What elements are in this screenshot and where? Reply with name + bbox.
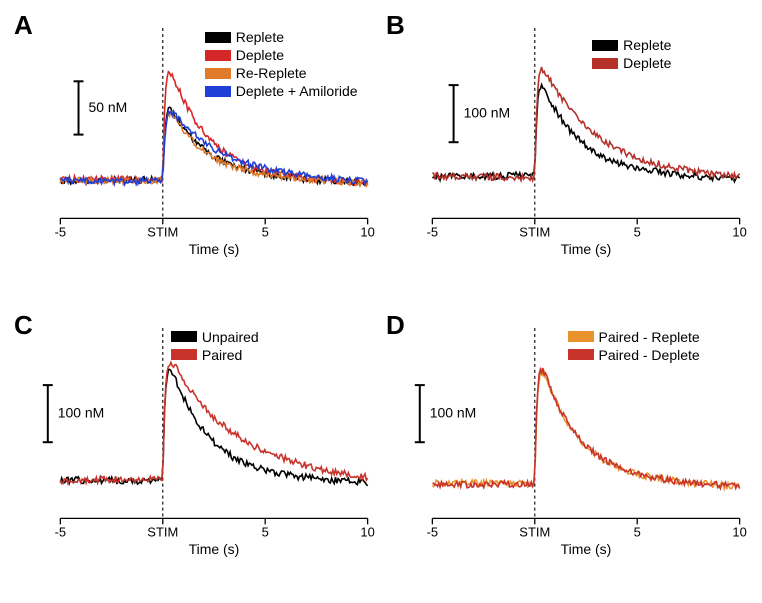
- x-tick-label: STIM: [519, 224, 550, 239]
- panel-C-legend: Unpaired Paired: [171, 328, 259, 364]
- scale-bar-label: 100 nM: [464, 105, 511, 121]
- legend-swatch: [171, 349, 197, 360]
- x-axis-label: Time (s): [561, 541, 612, 557]
- trace-re-replete: [60, 111, 367, 186]
- legend-swatch: [205, 86, 231, 97]
- legend-label: Paired - Replete: [599, 329, 700, 345]
- legend-label: Replete: [236, 29, 284, 45]
- x-tick-label: 5: [262, 224, 269, 239]
- legend-item: Replete: [205, 28, 358, 46]
- panel-B-svg: -5STIM510Time (s)100 nM: [432, 28, 740, 240]
- legend-label: Deplete: [236, 47, 284, 63]
- scale-bar-label: 100 nM: [430, 404, 477, 420]
- x-tick-label: 10: [732, 524, 746, 539]
- x-axis-label: Time (s): [561, 241, 612, 257]
- panel-A: A -5STIM510Time (s)50 nM RepleteDepleteR…: [14, 10, 376, 290]
- legend-swatch: [568, 331, 594, 342]
- figure: A -5STIM510Time (s)50 nM RepleteDepleteR…: [0, 0, 762, 603]
- legend-label: Paired: [202, 347, 242, 363]
- legend-item: Deplete + Amiloride: [205, 82, 358, 100]
- legend-item: Unpaired: [171, 328, 259, 346]
- scale-bar-label: 50 nM: [88, 99, 127, 115]
- x-tick-label: 10: [360, 524, 374, 539]
- legend-swatch: [171, 331, 197, 342]
- panel-B-plot: -5STIM510Time (s)100 nM: [432, 28, 740, 240]
- panel-C: C -5 STIM 5 10 Time (s) 100 nM Unpaired Paired: [14, 310, 376, 590]
- legend-label: Re-Replete: [236, 65, 307, 81]
- panel-B: B -5 STIM 5 10 Time (s) 100 nM Replete Deplete: [386, 10, 748, 290]
- trace-paired-replete: [432, 369, 739, 488]
- x-axis-label: Time (s): [189, 541, 240, 557]
- legend-swatch: [592, 40, 618, 51]
- trace-replete: [60, 107, 367, 185]
- x-tick-label: -5: [55, 524, 67, 539]
- panel-B-label: B: [386, 10, 405, 41]
- panel-B-legend: Replete Deplete: [592, 36, 671, 72]
- legend-label: Deplete: [623, 55, 671, 71]
- legend-item: Deplete: [592, 54, 671, 72]
- x-tick-label: STIM: [519, 524, 550, 539]
- trace-paired: [60, 362, 367, 483]
- legend-label: Replete: [623, 37, 671, 53]
- x-tick-label: 5: [634, 524, 641, 539]
- legend-item: Paired - Deplete: [568, 346, 700, 364]
- legend-swatch: [205, 50, 231, 61]
- x-tick-label: STIM: [147, 224, 178, 239]
- legend-swatch: [205, 32, 231, 43]
- panel-D-label: D: [386, 310, 405, 341]
- trace-deplete-amiloride: [60, 111, 367, 185]
- legend-swatch: [568, 349, 594, 360]
- x-tick-label: 10: [732, 224, 746, 239]
- legend-label: Deplete + Amiloride: [236, 83, 358, 99]
- panel-C-label: C: [14, 310, 33, 341]
- legend-item: Re-Replete: [205, 64, 358, 82]
- x-axis-label: Time (s): [189, 241, 240, 257]
- x-tick-label: -5: [55, 224, 67, 239]
- x-tick-label: -5: [427, 224, 439, 239]
- panel-A-label: A: [14, 10, 33, 41]
- trace-replete: [432, 85, 739, 182]
- panel-D-legend: Paired - Replete Paired - Deplete: [568, 328, 700, 364]
- x-tick-label: 5: [262, 524, 269, 539]
- trace-paired-deplete: [432, 368, 739, 489]
- scale-bar-label: 100 nM: [58, 404, 105, 420]
- legend-item: Replete: [592, 36, 671, 54]
- x-tick-label: 5: [634, 224, 641, 239]
- legend-item: Deplete: [205, 46, 358, 64]
- legend-label: Paired - Deplete: [599, 347, 700, 363]
- legend-swatch: [592, 58, 618, 69]
- legend-label: Unpaired: [202, 329, 259, 345]
- x-tick-label: -5: [427, 524, 439, 539]
- legend-item: Paired - Replete: [568, 328, 700, 346]
- x-tick-label: STIM: [147, 524, 178, 539]
- trace-deplete: [432, 67, 739, 181]
- x-tick-label: 10: [360, 224, 374, 239]
- panel-A-legend: Replete Deplete Re-Replete Deplete + Amilor…: [205, 28, 358, 100]
- legend-item: Paired: [171, 346, 259, 364]
- panel-D: D -5 STIM 5 10 Time (s) 100 nM Paired - Reple…: [386, 310, 748, 590]
- legend-swatch: [205, 68, 231, 79]
